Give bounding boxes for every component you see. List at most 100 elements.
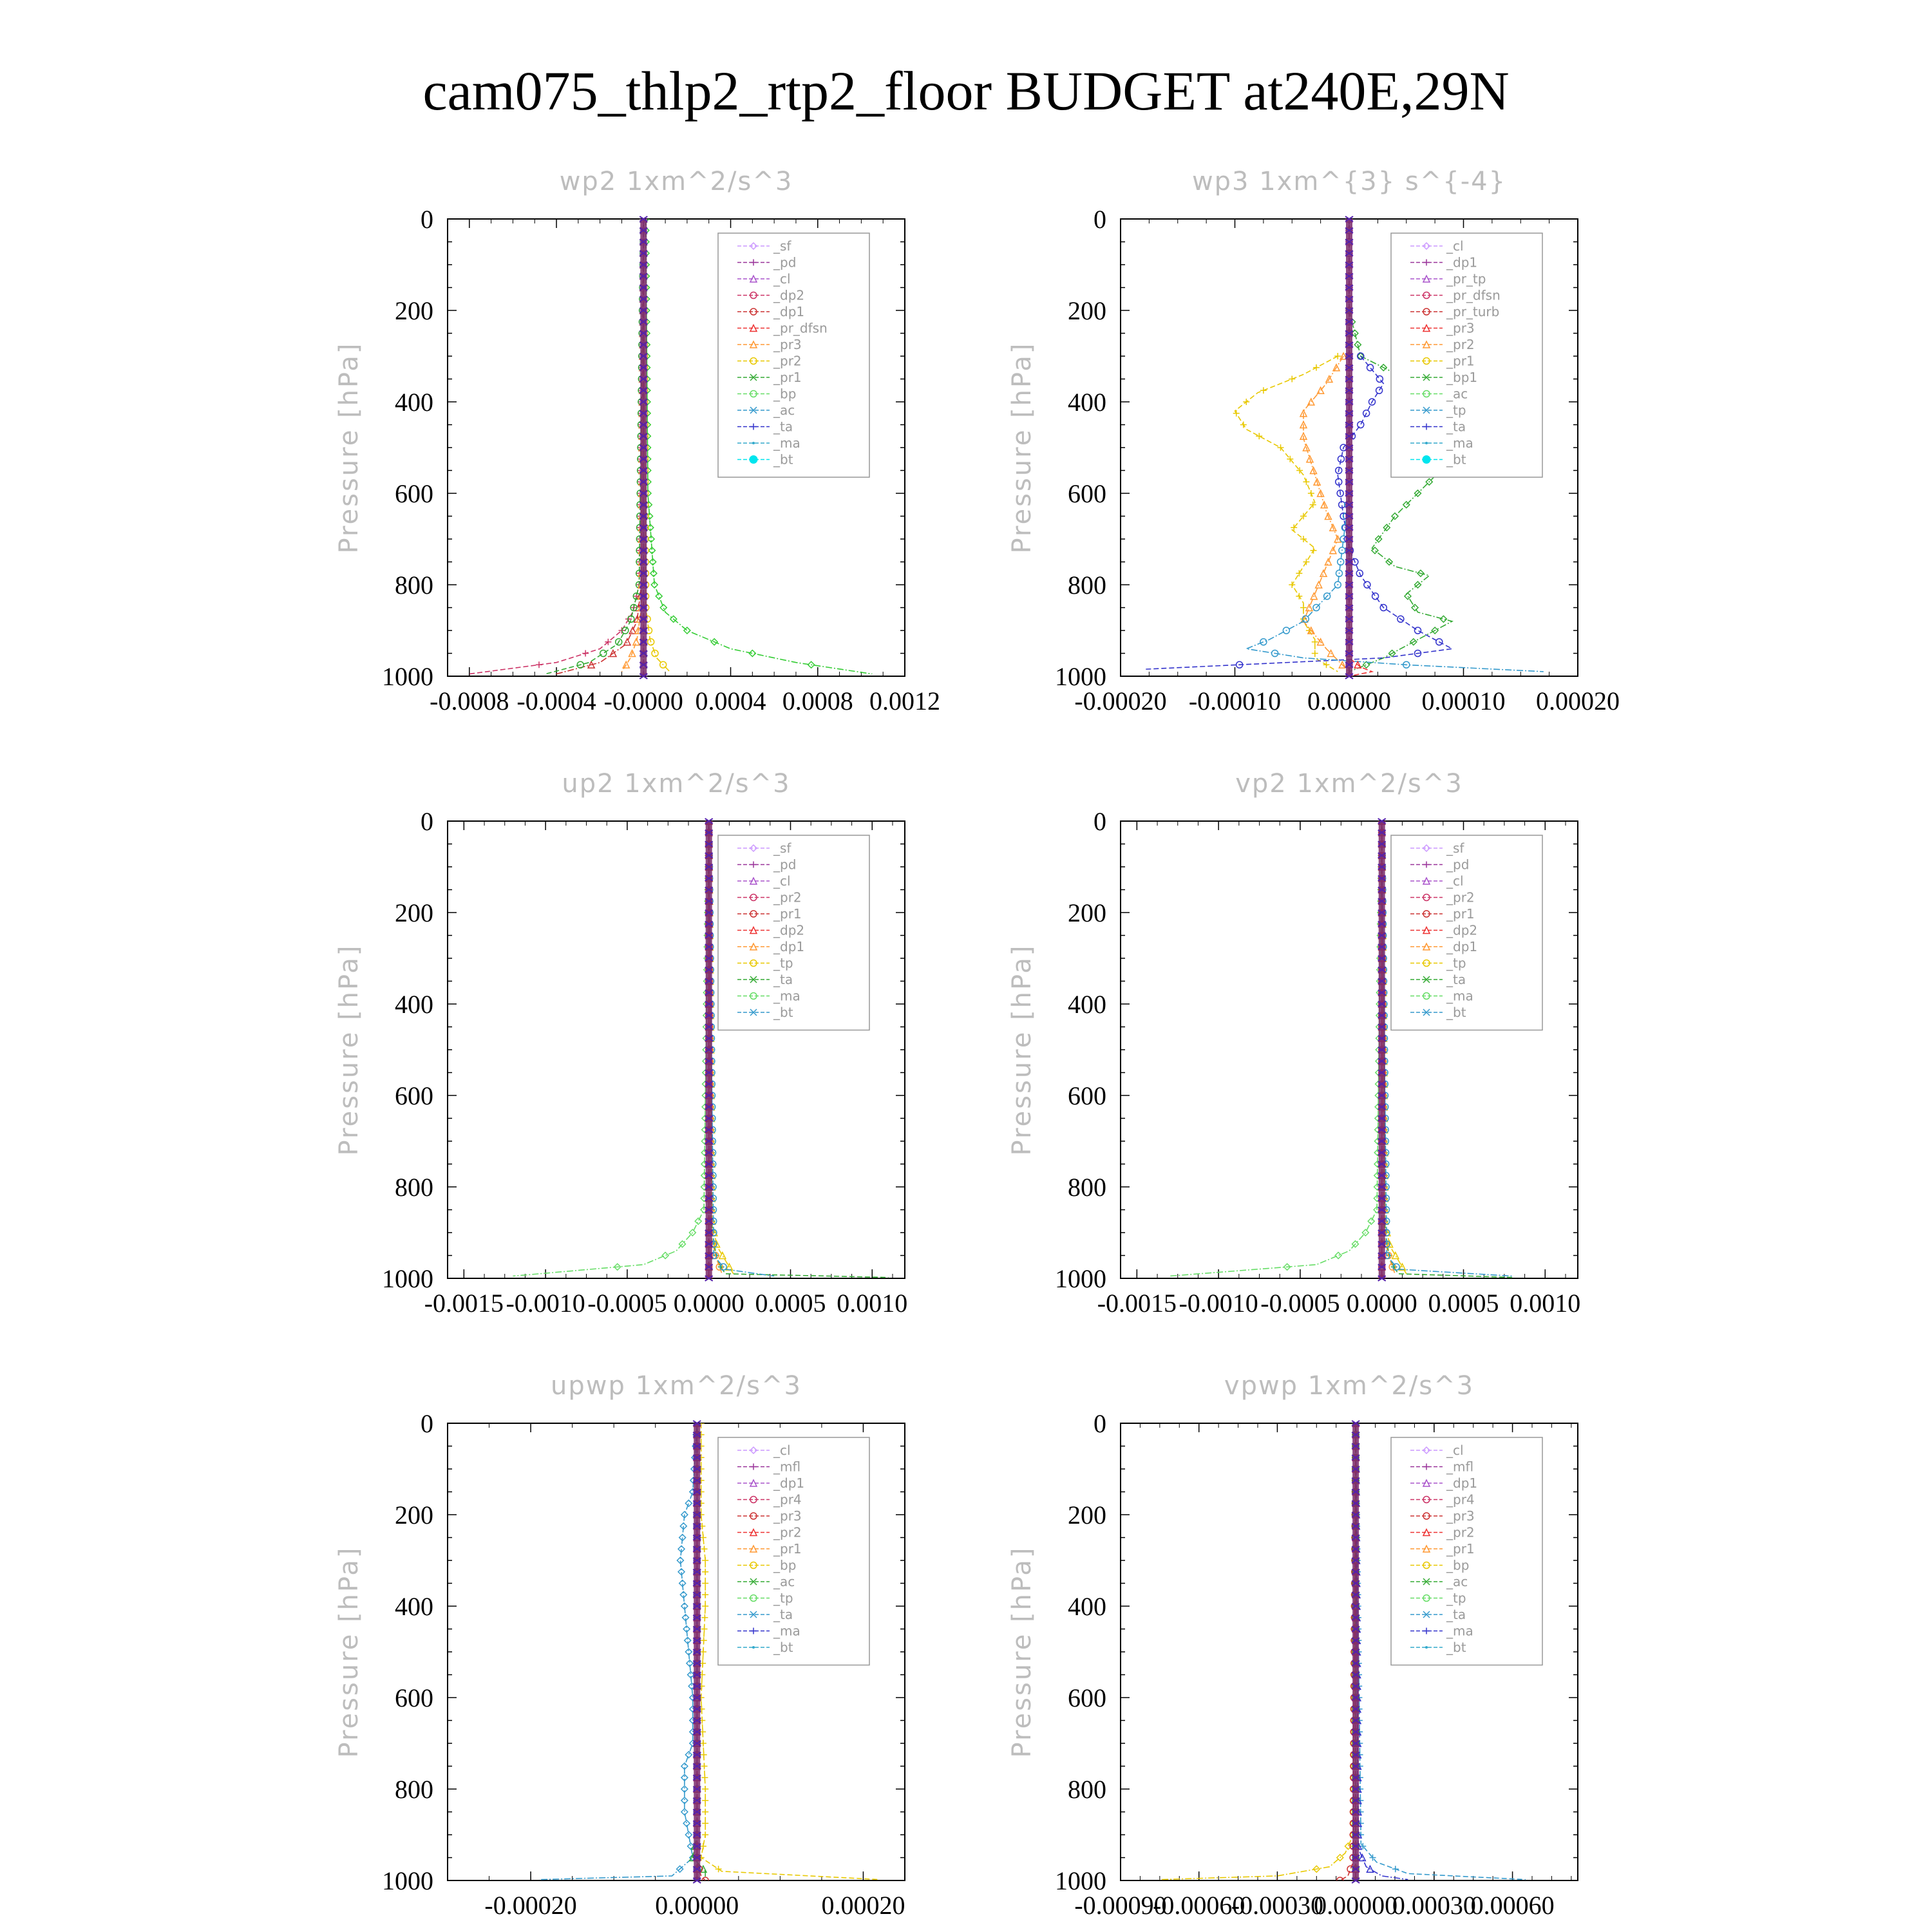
legend-marker [750, 1561, 757, 1569]
series-line-pr1 [545, 219, 645, 675]
series-marker [1366, 1864, 1374, 1873]
series-marker [1403, 592, 1412, 600]
legend-marker [750, 910, 757, 918]
zero-band-marker [705, 886, 714, 893]
zero-band-marker [1345, 227, 1354, 234]
legend-marker [1423, 1495, 1430, 1504]
legend-entry: _ta [773, 1607, 793, 1622]
zero-band-marker [1378, 1035, 1387, 1042]
legend-marker [750, 308, 757, 316]
series-marker [1310, 592, 1318, 600]
series-marker [1302, 615, 1310, 623]
series-marker [1291, 524, 1298, 531]
zero-band-marker [692, 1705, 701, 1712]
zero-band-marker [705, 1195, 714, 1202]
zero-band-marker [1351, 1557, 1360, 1564]
series-marker [702, 1808, 709, 1815]
series-marker [699, 1842, 706, 1850]
series-marker [1300, 604, 1307, 611]
zero-band-marker [639, 227, 648, 234]
y-axis-label: Pressure [hPa] [334, 944, 364, 1156]
panel-wp2: wp2 1xm^2/s^3 Pressure [hPa] 0 200 400 600 800… [334, 167, 940, 715]
series-marker [1303, 478, 1310, 486]
series-marker [1324, 557, 1332, 566]
legend-entry: _pd [773, 857, 796, 873]
series-marker [680, 1762, 688, 1770]
zero-band-marker [1345, 513, 1354, 520]
y-tick-label: 200 [395, 296, 433, 325]
zero-band-marker [692, 1740, 701, 1747]
legend-entry: _pr1 [1446, 906, 1475, 922]
x-tick-label: 0.00030 [1392, 1891, 1476, 1920]
series-marker [1303, 558, 1310, 565]
zero-band-marker [1345, 627, 1354, 634]
legend-marker [1422, 274, 1431, 283]
panel-title: wp2 1xm^2/s^3 [560, 167, 793, 196]
legend-marker [1423, 992, 1430, 1000]
zero-band-marker [1351, 1431, 1360, 1438]
zero-band-marker [1378, 1206, 1387, 1213]
legend-entry: _dp1 [773, 304, 804, 319]
series-marker [718, 1251, 727, 1260]
zero-band-marker [639, 627, 648, 634]
legend-marker [750, 893, 757, 902]
legend-entry: _ta [1446, 1607, 1466, 1622]
series-marker [1367, 1217, 1376, 1226]
zero-band-marker [692, 1866, 701, 1873]
x-tick-label: 0.0012 [869, 687, 940, 715]
series-marker [702, 1557, 709, 1564]
series-marker [1338, 660, 1347, 668]
legend-entry: _sf [773, 238, 791, 254]
series-marker [685, 1647, 693, 1656]
x-tick-label: -0.00030 [1231, 1891, 1323, 1920]
zero-band-marker [639, 616, 648, 623]
series-marker [1334, 581, 1341, 589]
series-marker [694, 1217, 703, 1226]
legend-marker [750, 390, 757, 398]
zero-band-marker [1378, 1149, 1387, 1156]
zero-band-marker [692, 1694, 701, 1701]
legend: _sf_pd_cl_dp2_dp1 _pr_dfsn_pr3 _pr2_pr1_bp… [717, 232, 870, 478]
zero-band-marker [692, 1671, 701, 1678]
series-marker [1344, 1842, 1352, 1850]
zero-band-marker [1345, 296, 1354, 303]
series-marker [1316, 489, 1325, 497]
y-tick-label: 400 [395, 1592, 433, 1621]
series-marker [613, 1263, 621, 1271]
series-marker [1296, 467, 1303, 474]
y-tick-label: 0 [1094, 807, 1106, 836]
zero-band-marker [1345, 673, 1354, 679]
legend-marker [749, 455, 758, 464]
legend-marker [1423, 1561, 1430, 1569]
zero-band-marker [1378, 1115, 1387, 1122]
panel-wp3: wp3 1xm^{3} s^{-4} Pressure [hPa] 0 200 400 6… [1007, 167, 1620, 715]
legend-entry: _pr_dfsn [773, 321, 828, 336]
zero-band-marker [1351, 1842, 1360, 1850]
legend-entry: _ma [1446, 1624, 1473, 1639]
series-marker [710, 638, 719, 646]
series-marker [676, 1865, 684, 1873]
zero-band-marker [1351, 1854, 1360, 1861]
series-marker [576, 661, 584, 668]
series-marker [1392, 1866, 1399, 1873]
legend-entry: _pr1 [1446, 1541, 1475, 1557]
zero-band-marker [692, 1808, 701, 1815]
legend-box [717, 1437, 870, 1666]
zero-band-marker [639, 318, 648, 325]
zero-band-marker [639, 650, 648, 657]
series-marker [1403, 661, 1410, 668]
series-marker [629, 626, 637, 634]
zero-band-marker [639, 558, 648, 565]
zero-band-marker [639, 570, 648, 577]
zero-band-marker [1378, 1012, 1387, 1019]
legend-marker [1423, 259, 1430, 266]
series-marker [680, 1796, 688, 1804]
zero-band-marker [1378, 1001, 1387, 1007]
series-marker [1307, 490, 1314, 497]
zero-band-marker [1345, 558, 1354, 565]
legend-entry: _pr3 [1446, 321, 1475, 336]
legend-marker [1422, 925, 1431, 934]
series-marker [1310, 547, 1317, 554]
zero-band-marker [1351, 1832, 1360, 1838]
zero-band-marker [705, 966, 714, 973]
